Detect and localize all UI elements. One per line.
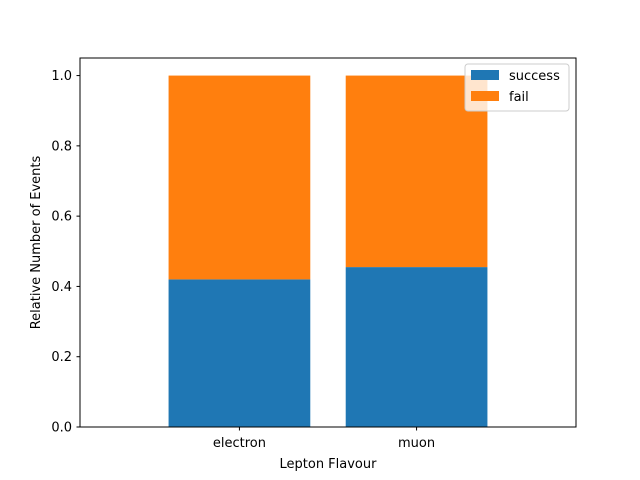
y-tick-label: 0.4: [51, 280, 72, 295]
y-tick-label: 0.0: [51, 421, 72, 436]
x-tick-label-electron: electron: [213, 436, 266, 451]
x-axis-label: Lepton Flavour: [280, 457, 378, 472]
y-tick-label: 0.8: [51, 139, 72, 154]
y-axis-ticks: 0.0 0.2 0.4 0.6 0.8 1.0: [51, 69, 80, 435]
bars-group: [169, 76, 488, 427]
y-tick-label: 1.0: [51, 69, 72, 84]
y-axis-label: Relative Number of Events: [29, 155, 44, 329]
legend: success fail: [465, 64, 569, 111]
bar-fail-electron: [169, 76, 311, 280]
bar-success-muon: [346, 267, 488, 427]
x-axis-ticks: electron muon: [213, 427, 435, 451]
y-tick-label: 0.6: [51, 210, 72, 225]
bar-success-electron: [169, 279, 311, 427]
legend-swatch-success: [471, 70, 499, 80]
y-tick-label: 0.2: [51, 350, 72, 365]
legend-label-success: success: [509, 69, 560, 84]
x-tick-label-muon: muon: [398, 436, 435, 451]
legend-swatch-fail: [471, 91, 499, 101]
axes-frame: [80, 58, 576, 427]
legend-label-fail: fail: [509, 90, 529, 105]
